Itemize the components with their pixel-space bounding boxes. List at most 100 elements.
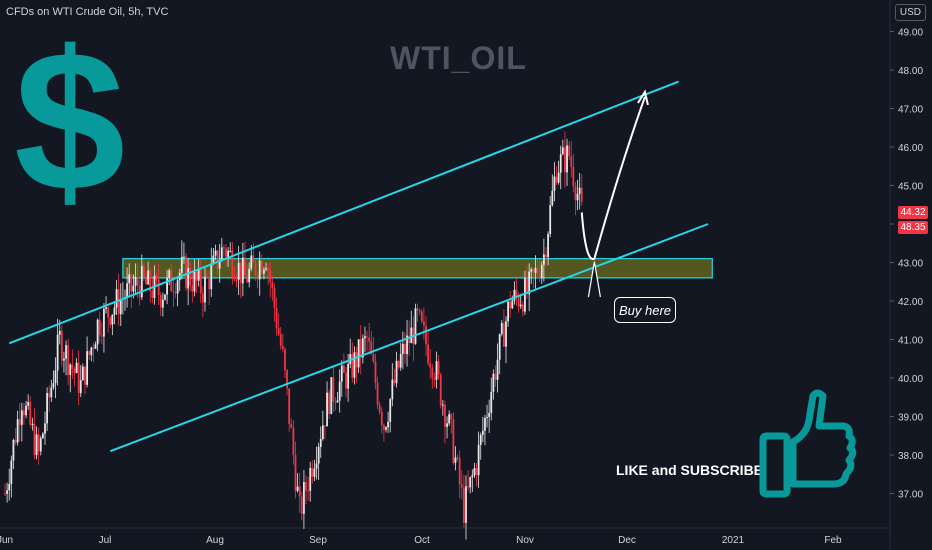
candle-body xyxy=(391,379,394,400)
x-tick-label: Jul xyxy=(99,535,112,546)
candle-body xyxy=(50,387,53,398)
candle-body xyxy=(418,310,421,312)
candle-body xyxy=(357,339,360,368)
candle-body xyxy=(439,374,442,406)
candle-body xyxy=(364,336,366,339)
candle-body xyxy=(229,250,232,252)
candle-body xyxy=(136,276,139,286)
candle-body xyxy=(258,260,261,280)
candle-body xyxy=(185,256,187,289)
candle-body xyxy=(94,344,97,349)
candle-body xyxy=(490,391,493,414)
candle-body xyxy=(143,265,145,278)
candle-body xyxy=(37,434,40,452)
candle-body xyxy=(248,268,251,283)
candle-body xyxy=(204,276,206,303)
candle-body xyxy=(534,267,537,273)
candle-body xyxy=(39,438,42,452)
candle-body xyxy=(105,307,107,309)
candle-body xyxy=(366,336,368,338)
candle-body xyxy=(296,486,299,491)
currency-badge[interactable]: USD xyxy=(894,4,926,21)
candle-body xyxy=(404,343,406,355)
candle-body xyxy=(246,275,248,283)
candle-body xyxy=(71,364,74,369)
candle-body xyxy=(20,410,23,425)
candle-body xyxy=(88,351,91,356)
candle-body xyxy=(479,434,482,445)
candle-body xyxy=(155,275,158,280)
candle-body xyxy=(210,263,213,290)
candle-body xyxy=(530,269,533,272)
lower-channel-line xyxy=(109,223,709,453)
candle-body xyxy=(201,293,204,303)
candle-body xyxy=(321,425,324,439)
candle-body xyxy=(56,334,59,371)
candle-body xyxy=(521,304,524,312)
y-tick-label: 49.00 xyxy=(898,28,923,39)
candle-body xyxy=(511,300,514,309)
candle-body xyxy=(77,362,80,394)
candle-body xyxy=(260,260,263,274)
candle-body xyxy=(553,176,556,191)
candle-body xyxy=(528,271,531,295)
candle-body xyxy=(69,364,72,376)
candle-body xyxy=(568,145,571,157)
candle-body xyxy=(168,270,171,278)
dollar-icon: $ xyxy=(14,10,126,233)
candle-body xyxy=(109,317,112,325)
candle-body xyxy=(134,276,137,286)
candle-body xyxy=(252,255,255,263)
candle-body xyxy=(16,419,19,443)
y-tick-label: 45.00 xyxy=(898,182,923,193)
y-tick-label: 48.00 xyxy=(898,66,923,77)
candle-body xyxy=(372,354,375,362)
candle-body xyxy=(406,335,408,355)
candle-body xyxy=(92,347,95,349)
candle-body xyxy=(355,352,358,368)
candle-body xyxy=(427,344,430,364)
candle-body xyxy=(119,299,122,315)
candle-body xyxy=(330,377,333,414)
candle-body xyxy=(452,419,455,463)
candle-body xyxy=(564,147,566,173)
candle-body xyxy=(172,291,175,293)
candle-body xyxy=(313,468,316,477)
candle-body xyxy=(540,264,543,279)
candle-body xyxy=(315,463,318,469)
candle-body xyxy=(437,361,440,375)
candle-body xyxy=(300,496,303,514)
candle-body xyxy=(157,279,160,296)
candle-body xyxy=(6,490,9,494)
candle-body xyxy=(115,289,118,308)
candle-body xyxy=(250,255,253,269)
candle-body xyxy=(336,400,339,403)
x-tick-label: Aug xyxy=(206,535,224,546)
candle-body xyxy=(273,287,276,308)
candle-body xyxy=(10,460,13,485)
candle-body xyxy=(191,285,194,292)
candle-body xyxy=(309,467,312,491)
y-tick-label: 42.00 xyxy=(898,297,923,308)
candle-body xyxy=(303,481,305,514)
candle-body xyxy=(311,467,314,477)
candle-body xyxy=(393,379,396,384)
candle-body xyxy=(502,323,505,347)
candle-body xyxy=(214,250,217,256)
candle-body xyxy=(433,377,436,380)
candle-body xyxy=(509,301,512,309)
candle-body xyxy=(536,267,539,275)
candle-body xyxy=(515,289,518,297)
candle-body xyxy=(469,476,472,488)
candle-body xyxy=(492,373,495,392)
candle-body xyxy=(292,427,295,456)
candle-body xyxy=(140,265,143,298)
candle-body xyxy=(340,365,343,382)
candle-body xyxy=(416,308,419,311)
candle-body xyxy=(389,399,392,422)
candle-body xyxy=(193,271,196,292)
candle-body xyxy=(338,381,341,401)
candle-body xyxy=(378,404,381,412)
